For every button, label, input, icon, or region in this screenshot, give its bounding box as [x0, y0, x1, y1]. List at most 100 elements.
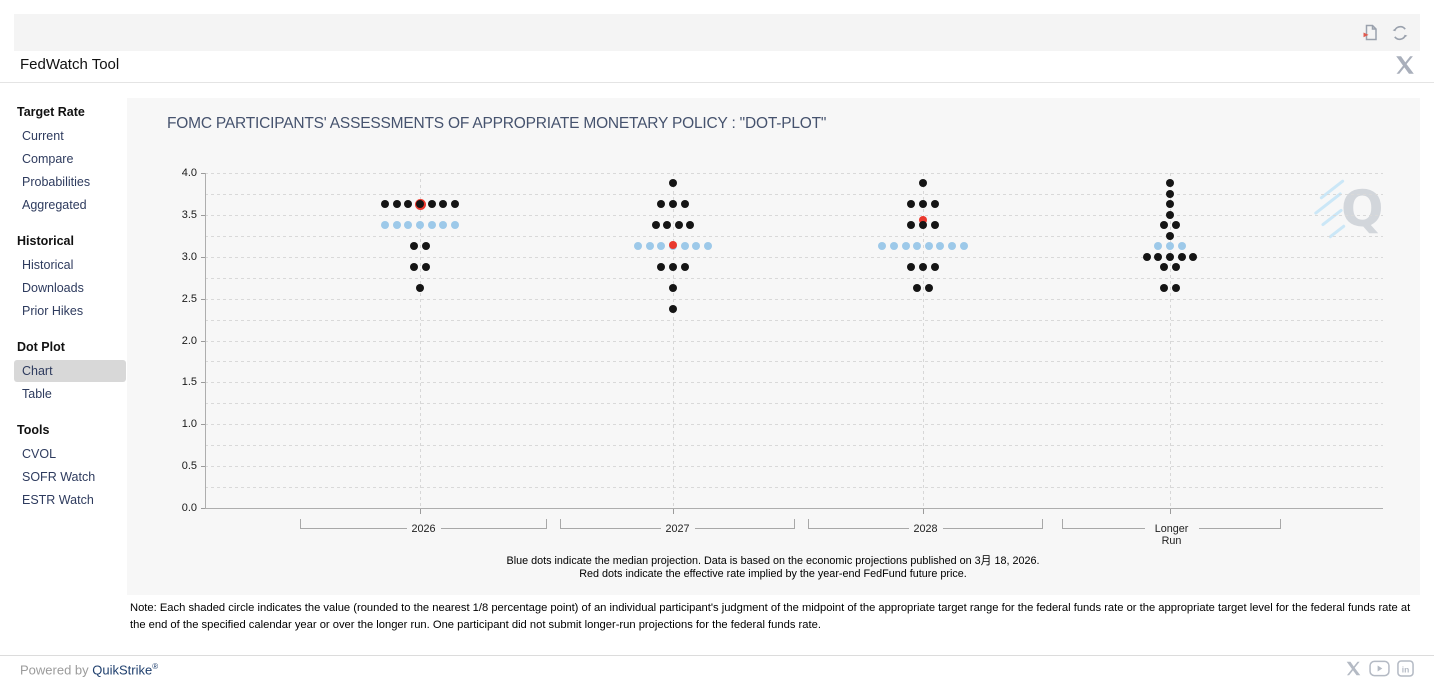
- y-tick-label: 2.0: [181, 334, 197, 347]
- projection-dot: [657, 200, 666, 209]
- sidebar-section: Tools CVOL SOFR Watch ESTR Watch: [14, 417, 126, 511]
- median-dot: [657, 242, 666, 251]
- sidebar-item-estr-watch[interactable]: ESTR Watch: [22, 493, 94, 507]
- projection-dot: [1171, 221, 1180, 230]
- sidebar-item-sofr-watch[interactable]: SOFR Watch: [22, 470, 96, 484]
- median-dot: [416, 221, 424, 230]
- social-icons: in: [1345, 660, 1414, 677]
- median-dot: [645, 242, 654, 251]
- sidebar-item-compare[interactable]: Compare: [22, 152, 74, 166]
- x-tick: [923, 509, 924, 514]
- chart-panel: FOMC PARTICIPANTS' ASSESSMENTS OF APPROP…: [127, 98, 1420, 595]
- sidebar-item-prior-hikes[interactable]: Prior Hikes: [22, 304, 84, 318]
- y-tick: [201, 340, 205, 342]
- projection-dot: [410, 242, 419, 251]
- h-gridline: [205, 361, 1383, 363]
- registered-mark: ®: [152, 662, 159, 671]
- quikstrike-watermark-icon: Q: [1313, 178, 1393, 248]
- year-bracket: 2026: [300, 519, 547, 535]
- projection-dot: [907, 263, 916, 272]
- y-tick: [201, 173, 205, 174]
- projection-dot: [381, 200, 390, 209]
- projection-dot: [392, 200, 401, 209]
- projection-dot: [680, 200, 689, 209]
- median-dot: [450, 221, 459, 230]
- chart-footnote: Note: Each shaded circle indicates the v…: [130, 602, 1411, 631]
- y-tick-label: 3.0: [181, 250, 197, 263]
- h-gridline: [205, 466, 1383, 468]
- sidebar-section-header: Target Rate: [17, 105, 85, 119]
- median-dot: [404, 221, 413, 230]
- sidebar-item-current[interactable]: Current: [22, 129, 64, 143]
- median-dot: [381, 221, 390, 230]
- projection-dot: [1166, 210, 1174, 219]
- projection-dot: [669, 305, 677, 314]
- h-gridline: [205, 340, 1383, 342]
- y-tick-label: 4.0: [181, 167, 197, 179]
- legend-note-red: Red dots indicate the effective rate imp…: [579, 567, 967, 580]
- projection-dot: [439, 200, 448, 209]
- export-report-icon[interactable]: [1360, 23, 1380, 43]
- y-tick: [201, 466, 205, 468]
- sidebar-item-cvol[interactable]: CVOL: [22, 447, 57, 461]
- chart-caption: Blue dots indicate the median projection…: [205, 555, 1341, 580]
- h-gridline: [205, 319, 1383, 321]
- projection-dot: [421, 242, 430, 251]
- projection-dot: [913, 284, 922, 293]
- y-tick: [201, 382, 205, 384]
- projection-dot: [930, 263, 939, 272]
- sidebar-item-historical[interactable]: Historical: [22, 258, 74, 272]
- projection-dot: [450, 200, 459, 209]
- y-tick: [201, 424, 205, 426]
- h-gridline: [205, 424, 1383, 426]
- projection-dot: [1142, 252, 1151, 261]
- projection-dot: [1166, 200, 1174, 209]
- projection-dot: [1189, 252, 1198, 261]
- watermark-letter: Q: [1341, 180, 1384, 238]
- sidebar-item-downloads[interactable]: Downloads: [22, 281, 84, 295]
- projection-dot: [669, 200, 677, 209]
- page-title: FedWatch Tool: [20, 56, 120, 73]
- median-dot: [890, 242, 898, 251]
- sidebar-item-probabilities[interactable]: Probabilities: [22, 175, 91, 189]
- v-gridline: [923, 173, 924, 508]
- youtube-icon[interactable]: [1369, 660, 1390, 677]
- y-tick-label: 2.5: [181, 292, 197, 305]
- v-gridline: [1170, 173, 1171, 508]
- sidebar-item-aggregated[interactable]: Aggregated: [22, 198, 87, 212]
- year-bracket: 2028: [808, 519, 1043, 535]
- projection-dot: [674, 221, 683, 230]
- median-dot: [948, 242, 956, 251]
- refresh-icon[interactable]: [1390, 23, 1410, 43]
- projection-dot: [680, 263, 689, 272]
- projection-dot: [1166, 252, 1174, 261]
- linkedin-icon[interactable]: in: [1397, 660, 1414, 677]
- x-tick: [673, 509, 674, 514]
- median-dot: [427, 221, 436, 230]
- y-tick-label: 0.5: [181, 460, 197, 473]
- sidebar-item-chart[interactable]: Chart: [14, 360, 126, 382]
- h-gridline: [205, 487, 1383, 489]
- fedfund-rate-dot: [669, 241, 677, 250]
- h-gridline: [205, 193, 1383, 195]
- h-gridline: [205, 214, 1383, 216]
- y-tick-label: 3.5: [181, 208, 197, 221]
- projection-dot: [1160, 263, 1169, 272]
- projection-dot: [919, 263, 927, 272]
- x-social-icon[interactable]: [1345, 660, 1362, 677]
- y-tick-label: 1.0: [181, 418, 197, 431]
- median-dot: [703, 242, 712, 251]
- projection-dot: [421, 263, 430, 272]
- x-logo-icon[interactable]: [1394, 54, 1416, 81]
- y-tick-label: 1.5: [181, 376, 197, 389]
- sidebar-section: Historical Historical Downloads Prior Hikes: [14, 228, 126, 322]
- projection-dot: [1160, 221, 1169, 230]
- quikstrike-link[interactable]: QuikStrike: [92, 662, 153, 678]
- projection-dot: [924, 284, 933, 293]
- projection-dot: [416, 284, 424, 293]
- sidebar: Target Rate Current Compare Probabilities Ag…: [14, 99, 126, 523]
- legend-note-blue: Blue dots indicate the median projection…: [506, 555, 1040, 567]
- powered-by-label: Powered by: [20, 662, 89, 678]
- sidebar-item-table[interactable]: Table: [22, 387, 52, 401]
- median-dot: [959, 242, 968, 251]
